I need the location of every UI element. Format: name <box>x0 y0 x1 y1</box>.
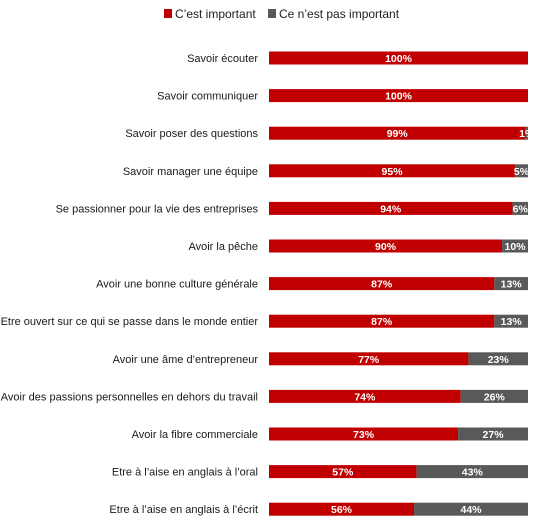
bar-0-series-0 <box>269 51 528 65</box>
bar-label-11-series-0: 57% <box>332 467 354 479</box>
bar-2-series-1 <box>525 126 528 140</box>
category-label-2: Savoir poser des questions <box>125 128 258 140</box>
bar-5-series-0 <box>269 239 503 253</box>
bar-label-2-series-1: 1% <box>519 128 535 140</box>
legend-swatch-1 <box>268 9 276 18</box>
bar-label-9-series-0: 74% <box>354 391 376 403</box>
bar-2-series-0 <box>269 126 526 140</box>
category-label-1: Savoir communiquer <box>157 91 258 103</box>
bar-label-8-series-1: 23% <box>488 354 510 366</box>
bar-6-series-0 <box>269 277 495 291</box>
legend-label-1: Ce n’est pas important <box>279 7 400 21</box>
category-label-9: Avoir des passions personnelles en dehor… <box>1 391 258 403</box>
bar-label-4-series-1: 6% <box>513 203 529 215</box>
category-label-5: Avoir la pêche <box>188 241 258 253</box>
bar-6-series-1 <box>494 277 528 291</box>
bar-3-series-1 <box>515 164 528 178</box>
bar-label-3-series-0: 95% <box>382 166 404 178</box>
bar-label-2-series-0: 99% <box>387 128 409 140</box>
bar-9-series-0 <box>269 389 461 403</box>
bar-11-series-1 <box>416 465 528 479</box>
bar-7-series-0 <box>269 314 495 328</box>
bar-label-10-series-0: 73% <box>353 429 375 441</box>
bar-3-series-0 <box>269 164 516 178</box>
legend-label-0: C’est important <box>175 7 256 21</box>
bar-label-12-series-1: 44% <box>461 504 483 516</box>
category-label-6: Avoir une bonne culture générale <box>96 279 258 291</box>
bar-label-6-series-1: 13% <box>501 279 523 291</box>
bar-label-11-series-1: 43% <box>462 467 484 479</box>
bar-label-8-series-0: 77% <box>358 354 380 366</box>
legend: C’est important Ce n’est pas important <box>164 7 400 21</box>
bar-label-5-series-1: 10% <box>505 241 527 253</box>
bar-8-series-1 <box>468 352 528 366</box>
category-label-3: Savoir manager une équipe <box>123 166 258 178</box>
category-label-10: Avoir la fibre commerciale <box>132 429 258 441</box>
bar-label-3-series-1: 5% <box>514 166 530 178</box>
bar-12-series-0 <box>269 502 415 516</box>
bar-12-series-1 <box>414 502 528 516</box>
bar-label-7-series-0: 87% <box>371 316 393 328</box>
bar-4-series-0 <box>269 201 513 215</box>
bar-10-series-0 <box>269 427 459 441</box>
bar-label-12-series-0: 56% <box>331 504 353 516</box>
category-label-8: Avoir une âme d’entrepreneur <box>113 354 259 366</box>
category-label-4: Se passionner pour la vie des entreprise… <box>56 203 259 215</box>
category-label-11: Etre à l’aise en anglais à l’oral <box>112 467 258 479</box>
bar-5-series-1 <box>502 239 528 253</box>
bar-4-series-1 <box>512 201 528 215</box>
category-label-7: Etre ouvert sur ce qui se passe dans le … <box>1 316 259 328</box>
legend-swatch-0 <box>164 9 172 18</box>
bar-label-0-series-0: 100% <box>385 53 413 65</box>
bar-label-9-series-1: 26% <box>484 391 506 403</box>
bar-label-6-series-0: 87% <box>371 279 393 291</box>
bar-label-4-series-0: 94% <box>380 203 402 215</box>
bars: 100% 100% 99% 1% 95% 5% 94% 6% 90% 10% 87% 13% 87% 13… <box>269 51 535 516</box>
bar-11-series-0 <box>269 465 417 479</box>
bar-9-series-1 <box>460 389 528 403</box>
bar-10-series-1 <box>458 427 528 441</box>
category-labels: Savoir écouter Savoir communiquer Savoir p… <box>1 53 259 516</box>
bar-8-series-0 <box>269 352 469 366</box>
bar-7-series-1 <box>494 314 528 328</box>
bar-label-7-series-1: 13% <box>501 316 523 328</box>
bar-label-1-series-0: 100% <box>385 91 413 103</box>
bar-1-series-0 <box>269 89 528 103</box>
category-label-0: Savoir écouter <box>187 53 258 65</box>
bar-label-5-series-0: 90% <box>375 241 397 253</box>
category-label-12: Etre à l’aise en anglais à l’écrit <box>109 504 258 516</box>
bar-label-10-series-1: 27% <box>483 429 505 441</box>
